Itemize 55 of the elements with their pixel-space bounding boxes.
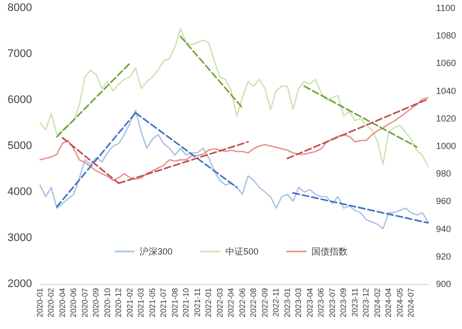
legend-label: 沪深300: [139, 246, 173, 256]
y-tick-label: 2000: [8, 278, 32, 290]
x-tick-label: 2024-02: [372, 287, 382, 318]
x-tick-label: 2021-02: [125, 287, 134, 318]
x-tick-label: 2023-04: [305, 287, 314, 318]
x-tick-label: 2023-07: [328, 287, 337, 318]
x-tick-label: 2022-04: [226, 287, 236, 318]
y2-tick-label: 940: [436, 224, 452, 234]
x-tick-label: 2022-11: [272, 287, 281, 317]
y2-tick-label: 1040: [436, 86, 456, 96]
x-tick-label: 2021-03: [136, 287, 146, 318]
y2-tick-label: 1000: [436, 141, 456, 151]
legend-label: 国债指数: [312, 246, 348, 256]
x-tick-label: 2023-06: [316, 287, 326, 318]
x-tick-label: 2024-04: [384, 287, 394, 318]
y2-tick-label: 920: [436, 251, 452, 262]
x-tick-label: 2020-09: [92, 287, 101, 318]
x-tick-label: 2020-10: [102, 287, 112, 318]
x-tick-label: 2020-02: [46, 287, 56, 318]
x-tick-label: 2020-12: [114, 287, 124, 318]
legend-label: 中证500: [226, 246, 259, 256]
x-tick-label: 2023-09: [339, 287, 348, 318]
y-tick-label: 3000: [8, 232, 32, 244]
x-tick-label: 2021-08: [170, 287, 180, 318]
y-tick-label: 4000: [8, 186, 32, 198]
x-tick-label: 2024-05: [395, 287, 404, 318]
x-tick-label: 2021-05: [148, 287, 157, 318]
x-tick-label: 2020-01: [36, 287, 44, 318]
x-tick-label: 2021-11: [192, 287, 202, 317]
y-tick-label: 8000: [8, 2, 32, 14]
x-tick-label: 2022-08: [249, 287, 258, 318]
x-tick-label: 2022-01: [204, 287, 214, 318]
y2-tick-label: 1100: [436, 3, 456, 13]
x-tick-label: 2024-07: [406, 287, 416, 318]
x-tick-label: 2022-06: [238, 287, 247, 318]
y2-tick-label: 900: [436, 279, 452, 289]
x-tick-label: 2023-01: [282, 287, 292, 318]
x-tick-label: 2022-09: [260, 287, 270, 318]
x-tick-label: 2023-11: [350, 287, 360, 317]
x-tick-label: 2022-03: [215, 287, 224, 318]
x-tick-label: 2020-06: [69, 287, 78, 318]
y2-tick-label: 1060: [436, 58, 456, 68]
y2-tick-label: 1080: [436, 30, 456, 41]
x-tick-label: 2020-07: [80, 287, 90, 318]
x-tick-label: 2023-12: [362, 287, 371, 318]
x-tick-label: 2021-10: [182, 287, 191, 318]
y-tick-label: 5000: [8, 140, 32, 152]
x-tick-label: 2023-03: [294, 287, 304, 318]
y2-tick-label: 1020: [436, 113, 456, 124]
x-tick-label: 2020-04: [58, 287, 67, 318]
x-tick-label: 2021-07: [159, 287, 168, 318]
y2-tick-label: 960: [436, 196, 452, 206]
y-tick-label: 6000: [8, 94, 32, 106]
y-tick-label: 7000: [8, 48, 32, 60]
y2-tick-label: 980: [436, 168, 452, 179]
